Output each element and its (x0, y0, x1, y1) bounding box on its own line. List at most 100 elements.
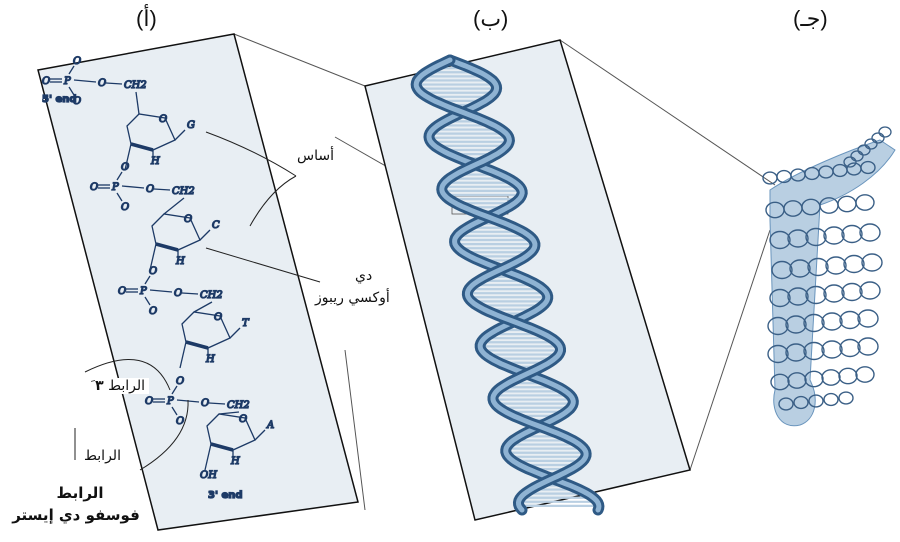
chromatin-loop (803, 313, 825, 333)
chromatin-loop (855, 366, 875, 383)
ch2-group: CH2 (227, 400, 250, 411)
oxygen-atom: O (146, 184, 154, 195)
oxygen-atom: O (176, 416, 184, 427)
chromatin-loop (771, 260, 793, 280)
chromatin-loop (859, 223, 881, 242)
chromatin-loop (803, 341, 825, 361)
chromatin-loop (823, 226, 845, 245)
oxygen-atom: O (98, 78, 106, 89)
oxygen-atom: O (121, 202, 129, 213)
bond-3-label: الرابط ۳ َ (87, 378, 150, 394)
chromatin-loop (787, 287, 809, 306)
chromatin-loop (837, 195, 857, 213)
oxygen-atom: O (73, 56, 81, 67)
chromatin-loop (787, 229, 809, 248)
oxygen-atom: O (118, 286, 126, 297)
oxygen-atom: O (121, 162, 129, 173)
coiled-chromatin (762, 126, 896, 427)
ch2-group: CH2 (172, 186, 195, 197)
oxygen-atom: O (149, 306, 157, 317)
chromatin-loop (878, 126, 892, 138)
ch2-group: CH2 (124, 80, 147, 91)
chromatin-loop (785, 315, 807, 334)
chromatin-loop (843, 254, 865, 274)
chromatin-loop (821, 340, 843, 359)
deoxyribose-label-line2: أوكسي ريبوز (315, 290, 390, 306)
phosphorus-atom: P (111, 182, 119, 193)
chromatin-loop (785, 343, 807, 362)
base-letter: G (187, 120, 195, 131)
chromatin-loop (808, 394, 824, 408)
chromatin-loop (850, 150, 864, 162)
panel-label-a: (أ) (136, 6, 157, 31)
chromatin-loop (841, 282, 863, 302)
chromatin-loop (857, 144, 871, 156)
chromatin-loop (838, 391, 854, 405)
ch2-group: CH2 (200, 290, 223, 301)
chromatin-loop (857, 337, 879, 356)
base-letter: T (242, 318, 250, 329)
chromatin-loop (770, 373, 790, 391)
hydrogen-atom: H (230, 456, 240, 467)
hydroxyl-group: OH (200, 470, 217, 481)
phosphodiester-label-line2: فوسفو دي إيستر (6, 506, 146, 524)
chromatin-loop (805, 227, 827, 247)
oxygen-atom: O (145, 396, 153, 407)
chromatin-loop (804, 370, 824, 388)
hydrogen-atom: H (150, 156, 160, 167)
deoxyribose-label-line1: دي (355, 268, 373, 284)
chromatin-loop (778, 397, 794, 411)
oxygen-atom: O (174, 288, 182, 299)
oxygen-atom: O (149, 266, 157, 277)
label-leaders (74, 131, 321, 471)
chromatin-loop (769, 230, 791, 250)
ring-oxygen: O (159, 114, 167, 125)
chromatin-loop (805, 285, 827, 305)
base-label: أساس (297, 148, 334, 164)
base-letter: A (266, 420, 274, 431)
oxygen-atom: O (42, 76, 50, 87)
chromatin-loop (860, 160, 876, 175)
oxygen-atom: O (90, 182, 98, 193)
chromatin-loop (841, 224, 863, 244)
chromatin-loop (857, 309, 879, 328)
chromatin-loop (823, 392, 839, 407)
base-letter: C (212, 220, 220, 231)
hydrogen-atom: H (175, 256, 185, 267)
ring-oxygen: O (184, 214, 192, 225)
chromatin-loop (855, 194, 875, 211)
five-prime-end-label: 5' end (42, 94, 77, 105)
ring-oxygen: O (214, 312, 222, 323)
chromatin-loop (825, 256, 847, 275)
chromatin-loop (839, 310, 861, 330)
hydrogen-atom: H (205, 354, 215, 365)
chromatin-loop (871, 132, 885, 144)
chromatin-loop (821, 312, 843, 331)
oxygen-atom: O (176, 376, 184, 387)
bond-5-label: الرابط (80, 448, 125, 464)
chromatin-loop (793, 395, 809, 410)
oxygen-atom: O (201, 398, 209, 409)
oxygen-atom: O (73, 96, 81, 107)
chromatin-loop (821, 369, 841, 386)
panel-label-c: (جـ) (793, 6, 828, 31)
three-prime-end-label: 3' end (208, 490, 243, 501)
chromatin-loop (823, 284, 845, 303)
chromatin-loop (787, 372, 807, 389)
chromatin-loop (807, 257, 829, 277)
panel-a-box (37, 33, 359, 531)
phosphorus-atom: P (139, 286, 147, 297)
ring-oxygen: O (239, 414, 247, 425)
chromatin-loop (864, 138, 878, 150)
phosphorus-atom: P (166, 396, 174, 407)
panel-label-b: (ب) (473, 6, 509, 31)
phosphodiester-label-line1: الرابط (20, 484, 140, 502)
chromatin-loop (767, 344, 789, 364)
double-helix (410, 54, 605, 516)
chromatin-loop (776, 169, 792, 184)
chromatin-loop (769, 288, 791, 308)
phosphorus-atom: P (63, 76, 71, 87)
